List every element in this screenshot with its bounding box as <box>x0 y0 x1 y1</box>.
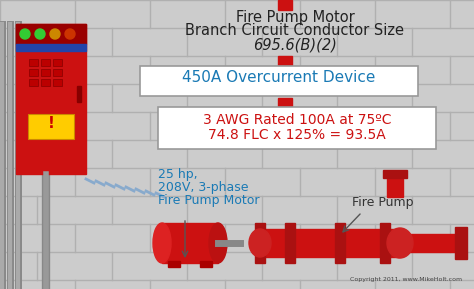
Text: Fire Pump Motor: Fire Pump Motor <box>158 194 259 207</box>
Text: Fire Pump: Fire Pump <box>352 196 413 209</box>
Text: 74.8 FLC x 125% = 93.5A: 74.8 FLC x 125% = 93.5A <box>208 128 386 142</box>
Text: Branch Circuit Conductor Size: Branch Circuit Conductor Size <box>185 23 404 38</box>
Bar <box>200 261 212 267</box>
Bar <box>162 223 218 263</box>
Bar <box>16 24 86 44</box>
Text: !: ! <box>47 116 55 131</box>
Bar <box>278 56 292 70</box>
Bar <box>41 59 50 66</box>
Bar <box>53 69 62 76</box>
Text: 208V, 3-phase: 208V, 3-phase <box>158 181 248 194</box>
Bar <box>29 69 38 76</box>
Bar <box>16 24 86 174</box>
Text: Copyright 2011, www.MikeHolt.com: Copyright 2011, www.MikeHolt.com <box>350 277 462 282</box>
Bar <box>29 59 38 66</box>
Bar <box>380 223 390 263</box>
Ellipse shape <box>249 229 271 257</box>
Text: 25 hp,: 25 hp, <box>158 168 198 181</box>
Bar <box>16 44 86 51</box>
FancyBboxPatch shape <box>140 66 418 96</box>
Bar <box>29 79 38 86</box>
Bar <box>285 223 295 263</box>
Ellipse shape <box>209 223 227 263</box>
Bar <box>455 227 467 259</box>
Ellipse shape <box>153 223 171 263</box>
Bar <box>278 0 292 10</box>
Bar <box>260 229 400 257</box>
FancyBboxPatch shape <box>158 107 436 149</box>
Bar <box>400 234 465 252</box>
Bar <box>41 79 50 86</box>
Bar <box>387 175 403 197</box>
Bar <box>28 114 74 139</box>
Bar <box>383 170 407 178</box>
Ellipse shape <box>387 228 413 258</box>
Circle shape <box>35 29 45 39</box>
Bar <box>77 86 81 102</box>
Circle shape <box>20 29 30 39</box>
Bar <box>335 223 345 263</box>
Text: 3 AWG Rated 100A at 75ºC: 3 AWG Rated 100A at 75ºC <box>203 113 391 127</box>
Bar <box>53 59 62 66</box>
Bar <box>41 69 50 76</box>
Bar <box>255 223 265 263</box>
Bar <box>278 98 292 110</box>
Bar <box>168 261 180 267</box>
Circle shape <box>50 29 60 39</box>
Circle shape <box>65 29 75 39</box>
Text: 450A Overcurrent Device: 450A Overcurrent Device <box>182 70 376 85</box>
Bar <box>53 79 62 86</box>
Text: Fire Pump Motor: Fire Pump Motor <box>236 10 355 25</box>
Text: 695.6(B)(2): 695.6(B)(2) <box>253 37 337 52</box>
